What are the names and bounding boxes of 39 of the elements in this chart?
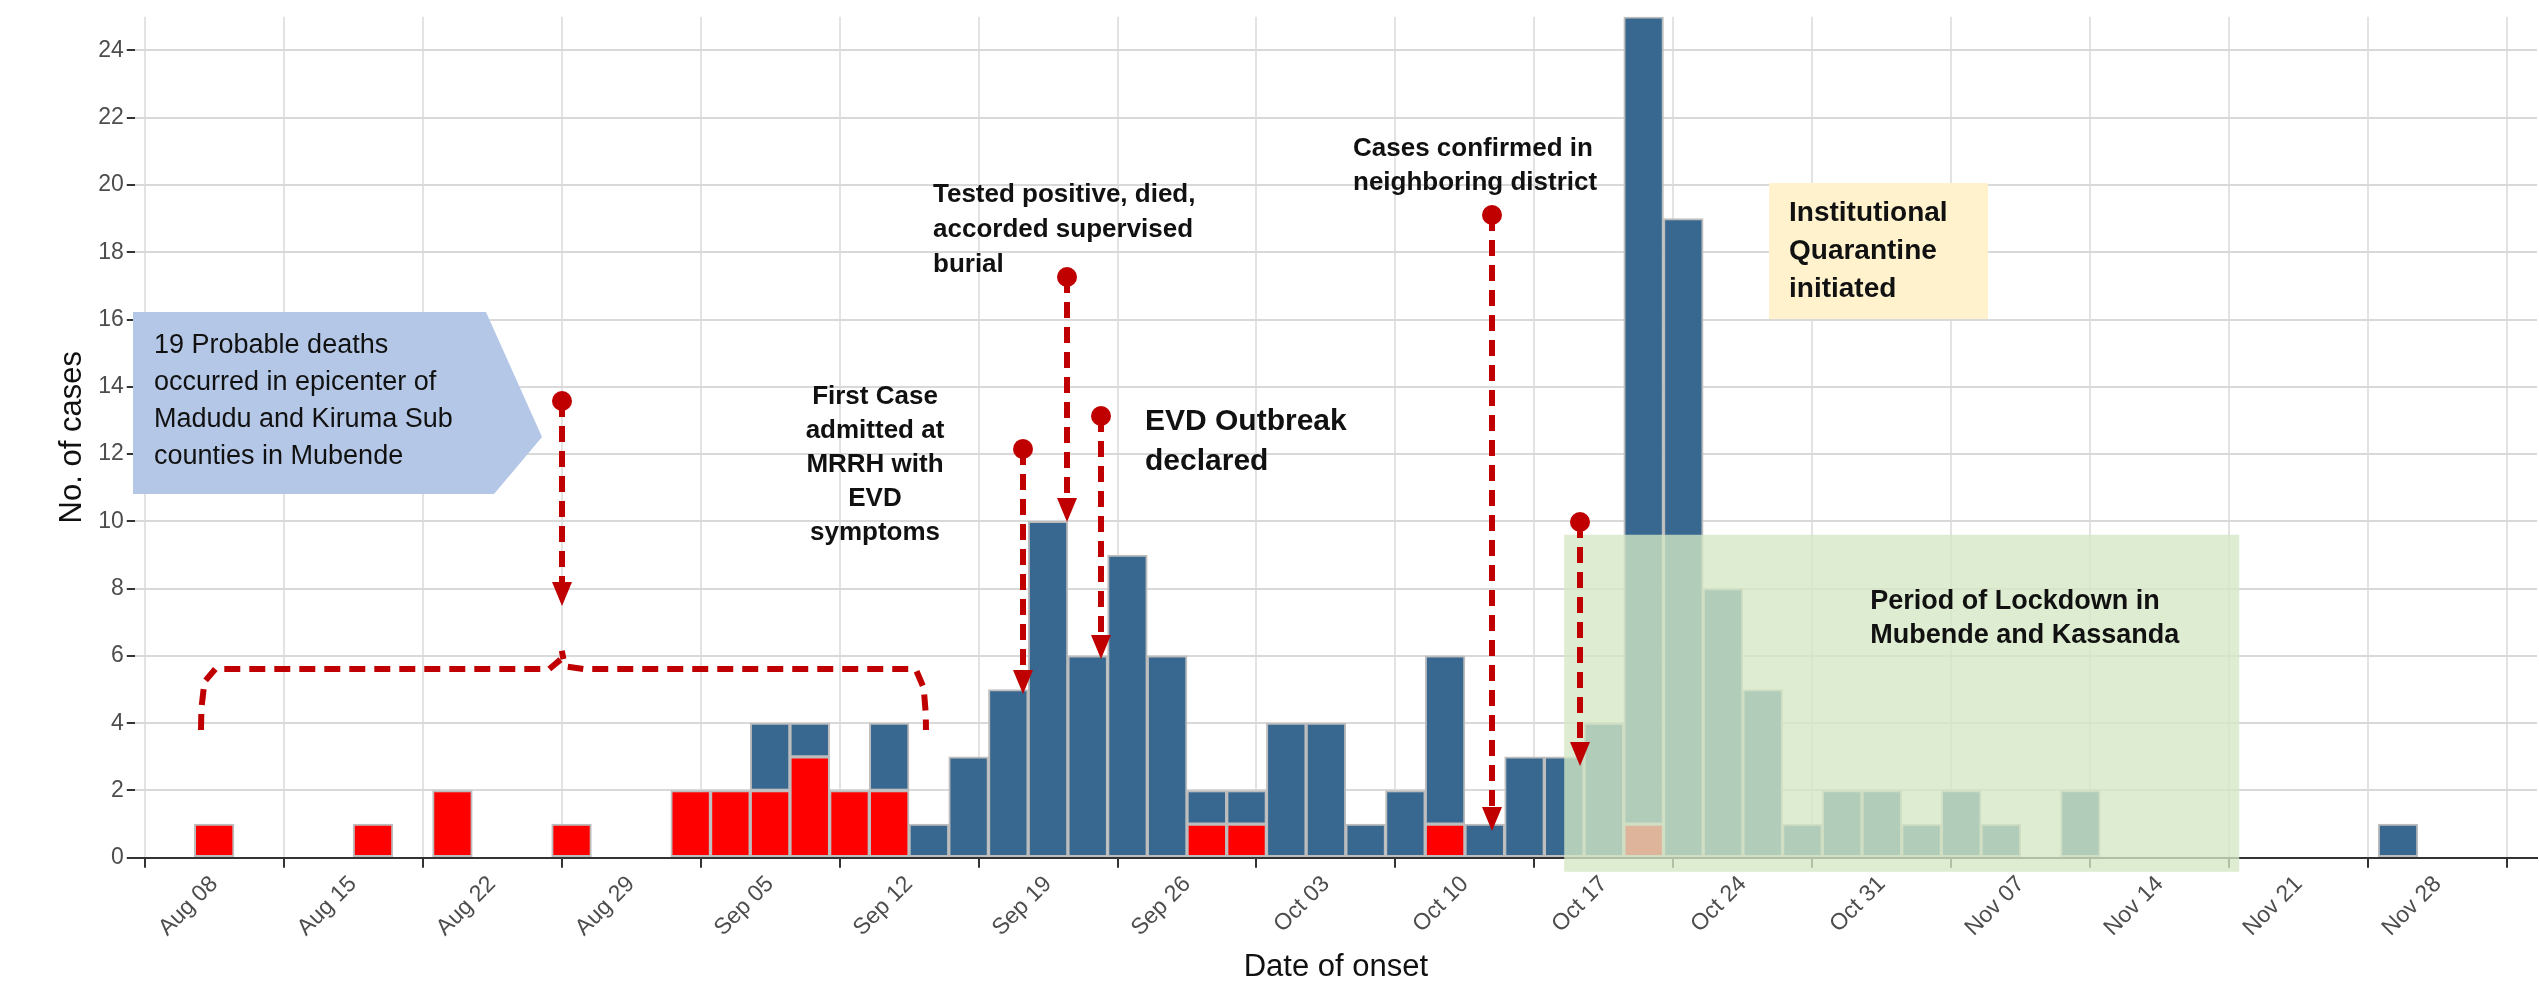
x-tick-label: Nov 28 bbox=[2375, 870, 2446, 941]
x-tick-label: Sep 12 bbox=[847, 870, 918, 941]
y-tick-label: 10 bbox=[98, 506, 124, 533]
x-tick-label: Nov 14 bbox=[2097, 869, 2168, 941]
x-tick-label: Oct 03 bbox=[1267, 870, 1334, 937]
x-tick-label: Oct 10 bbox=[1406, 870, 1473, 937]
y-tick-label: 24 bbox=[98, 35, 124, 62]
y-tick-label: 0 bbox=[110, 843, 124, 870]
x-tick-label: Nov 21 bbox=[2236, 870, 2307, 941]
y-tick-label: 16 bbox=[98, 304, 124, 331]
y-tick-label: 6 bbox=[110, 641, 124, 668]
x-tick-label: Nov 07 bbox=[1958, 870, 2029, 941]
y-tick-label: 14 bbox=[98, 372, 124, 399]
x-tick-label: Sep 05 bbox=[708, 870, 779, 941]
annotation: 19 Probable deaths occurred in epicenter of Madudu and Kiruma Sub counties in Mubende bbox=[154, 328, 454, 472]
x-tick-label: Aug 15 bbox=[291, 870, 362, 941]
x-tick-label: Aug 08 bbox=[152, 870, 223, 941]
annotation: First Case admitted at MRRH with EVD symptoms bbox=[804, 379, 946, 548]
x-tick-label: Oct 17 bbox=[1545, 870, 1612, 937]
annotation: EVD Outbreak declared bbox=[1145, 402, 1348, 478]
y-tick-label: 8 bbox=[110, 573, 124, 600]
y-tick-label: 20 bbox=[98, 170, 124, 197]
y-axis-title: No. of cases bbox=[53, 351, 89, 524]
x-tick-label: Oct 31 bbox=[1823, 870, 1890, 937]
x-tick-label: Sep 26 bbox=[1125, 870, 1196, 941]
band-label: Period of Lockdown in Mubende and Kassanda bbox=[1870, 584, 2181, 649]
y-tick-label: 2 bbox=[110, 775, 124, 802]
x-tick-label: Sep 19 bbox=[986, 870, 1057, 941]
y-tick-label: 4 bbox=[110, 708, 124, 735]
y-tick-label: 18 bbox=[98, 237, 124, 264]
annotation: Institutional Quarantine initiated bbox=[1769, 183, 1988, 319]
y-tick-label: 22 bbox=[98, 103, 124, 130]
y-tick-label: 12 bbox=[98, 439, 124, 466]
x-tick-label: Aug 29 bbox=[569, 870, 640, 941]
x-axis-title: Date of onset bbox=[1243, 947, 1429, 983]
annotation: Tested positive, died, accorded supervised burial bbox=[933, 177, 1197, 280]
x-tick-label: Oct 24 bbox=[1684, 869, 1752, 937]
x-tick-label: Aug 22 bbox=[430, 870, 501, 941]
annotation: Cases confirmed in neighboring district bbox=[1353, 131, 1599, 198]
